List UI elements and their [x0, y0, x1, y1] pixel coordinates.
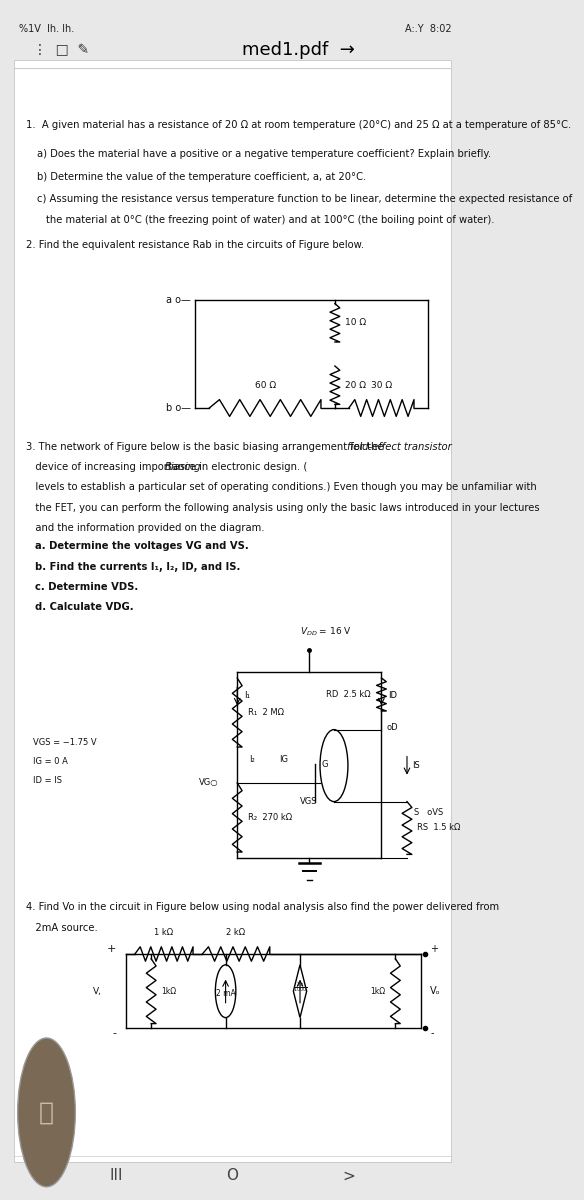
Text: 1kΩ: 1kΩ — [370, 986, 385, 996]
Text: ID: ID — [388, 691, 397, 701]
Text: field-effect transistor: field-effect transistor — [346, 442, 451, 451]
Text: >: > — [342, 1169, 355, 1183]
Text: RS  1.5 kΩ: RS 1.5 kΩ — [418, 823, 461, 833]
Text: VG○: VG○ — [199, 779, 218, 787]
Text: IG = 0 A: IG = 0 A — [33, 757, 67, 766]
Text: oD: oD — [387, 722, 399, 732]
Text: b. Find the currents I₁, I₂, ID, and IS.: b. Find the currents I₁, I₂, ID, and IS. — [35, 562, 240, 571]
Text: the material at 0°C (the freezing point of water) and at 100°C (the boiling poin: the material at 0°C (the freezing point … — [46, 215, 494, 224]
Text: c) Assuming the resistance versus temperature function to be linear, determine t: c) Assuming the resistance versus temper… — [37, 194, 572, 204]
Text: VGS = −1.75 V: VGS = −1.75 V — [33, 738, 96, 746]
Text: 1kΩ: 1kΩ — [162, 986, 177, 996]
Text: ⋮  □  ✎: ⋮ □ ✎ — [33, 43, 89, 58]
Text: and the information provided on the diagram.: and the information provided on the diag… — [26, 523, 264, 533]
Text: b o—: b o— — [166, 403, 191, 413]
Text: a. Determine the voltages VG and VS.: a. Determine the voltages VG and VS. — [35, 541, 249, 551]
Text: 2 mA: 2 mA — [215, 989, 235, 998]
Text: 4. Find Vo in the circuit in Figure below using nodal analysis also find the pow: 4. Find Vo in the circuit in Figure belo… — [26, 902, 499, 912]
Text: c. Determine VDS.: c. Determine VDS. — [35, 582, 138, 592]
Text: -: - — [112, 1028, 116, 1038]
Text: RD  2.5 kΩ: RD 2.5 kΩ — [326, 690, 371, 698]
Text: 1.  A given material has a resistance of 20 Ω at room temperature (20°C) and 25 : 1. A given material has a resistance of … — [26, 120, 571, 130]
Text: 30 Ω: 30 Ω — [371, 382, 392, 390]
Text: Biasing: Biasing — [165, 462, 201, 472]
Text: 1 kΩ: 1 kΩ — [154, 929, 173, 937]
Text: A:.Y  8:02: A:.Y 8:02 — [405, 24, 451, 34]
Text: V,: V, — [93, 986, 102, 996]
Text: S   oVS: S oVS — [414, 808, 443, 816]
Text: O: O — [227, 1169, 239, 1183]
Text: b) Determine the value of the temperature coefficient, a, at 20°C.: b) Determine the value of the temperatur… — [37, 172, 367, 181]
Text: IS: IS — [412, 761, 419, 770]
Text: 3. The network of Figure below is the basic biasing arrangement for the: 3. The network of Figure below is the ba… — [26, 442, 386, 451]
Text: +: + — [107, 944, 116, 954]
Text: Vₒ: Vₒ — [430, 986, 441, 996]
Text: med1.pdf  →: med1.pdf → — [242, 41, 354, 59]
Text: VGS: VGS — [300, 797, 318, 805]
Text: -: - — [430, 1028, 434, 1038]
Text: 2. Find the equivalent resistance Rab in the circuits of Figure below.: 2. Find the equivalent resistance Rab in… — [26, 240, 364, 250]
Circle shape — [18, 1038, 75, 1187]
Text: G: G — [321, 760, 328, 769]
Text: levels to establish a particular set of operating conditions.) Even though you m: levels to establish a particular set of … — [26, 482, 536, 492]
Text: device of increasing importance in electronic design. (: device of increasing importance in elect… — [26, 462, 307, 472]
Text: IG: IG — [279, 755, 288, 763]
Text: R₂  270 kΩ: R₂ 270 kΩ — [248, 814, 292, 822]
Text: 10 Ω: 10 Ω — [345, 318, 367, 328]
Text: $V_{DD}$ = 16 V: $V_{DD}$ = 16 V — [300, 626, 352, 638]
Text: 2mA source.: 2mA source. — [26, 923, 98, 932]
Text: 👤: 👤 — [39, 1100, 54, 1124]
Text: the FET, you can perform the following analysis using only the basic laws introd: the FET, you can perform the following a… — [26, 503, 539, 512]
Text: d. Calculate VDG.: d. Calculate VDG. — [35, 602, 134, 612]
Text: a o—: a o— — [166, 295, 191, 305]
Text: I₁: I₁ — [244, 691, 250, 701]
Text: I₂: I₂ — [249, 755, 255, 763]
Text: R₁  2 MΩ: R₁ 2 MΩ — [248, 708, 284, 716]
Text: $\frac{2v}{1000}$: $\frac{2v}{1000}$ — [293, 980, 307, 995]
Text: 20 Ω: 20 Ω — [345, 380, 366, 390]
Text: 2 kΩ: 2 kΩ — [227, 929, 246, 937]
FancyBboxPatch shape — [14, 60, 451, 1162]
Text: a) Does the material have a positive or a negative temperature coefficient? Expl: a) Does the material have a positive or … — [37, 149, 491, 158]
Text: III: III — [110, 1169, 123, 1183]
Text: +: + — [430, 944, 438, 954]
Text: ID = IS: ID = IS — [33, 776, 61, 786]
Text: %1V  lh. lh.: %1V lh. lh. — [19, 24, 74, 34]
Text: 60 Ω: 60 Ω — [255, 382, 276, 390]
